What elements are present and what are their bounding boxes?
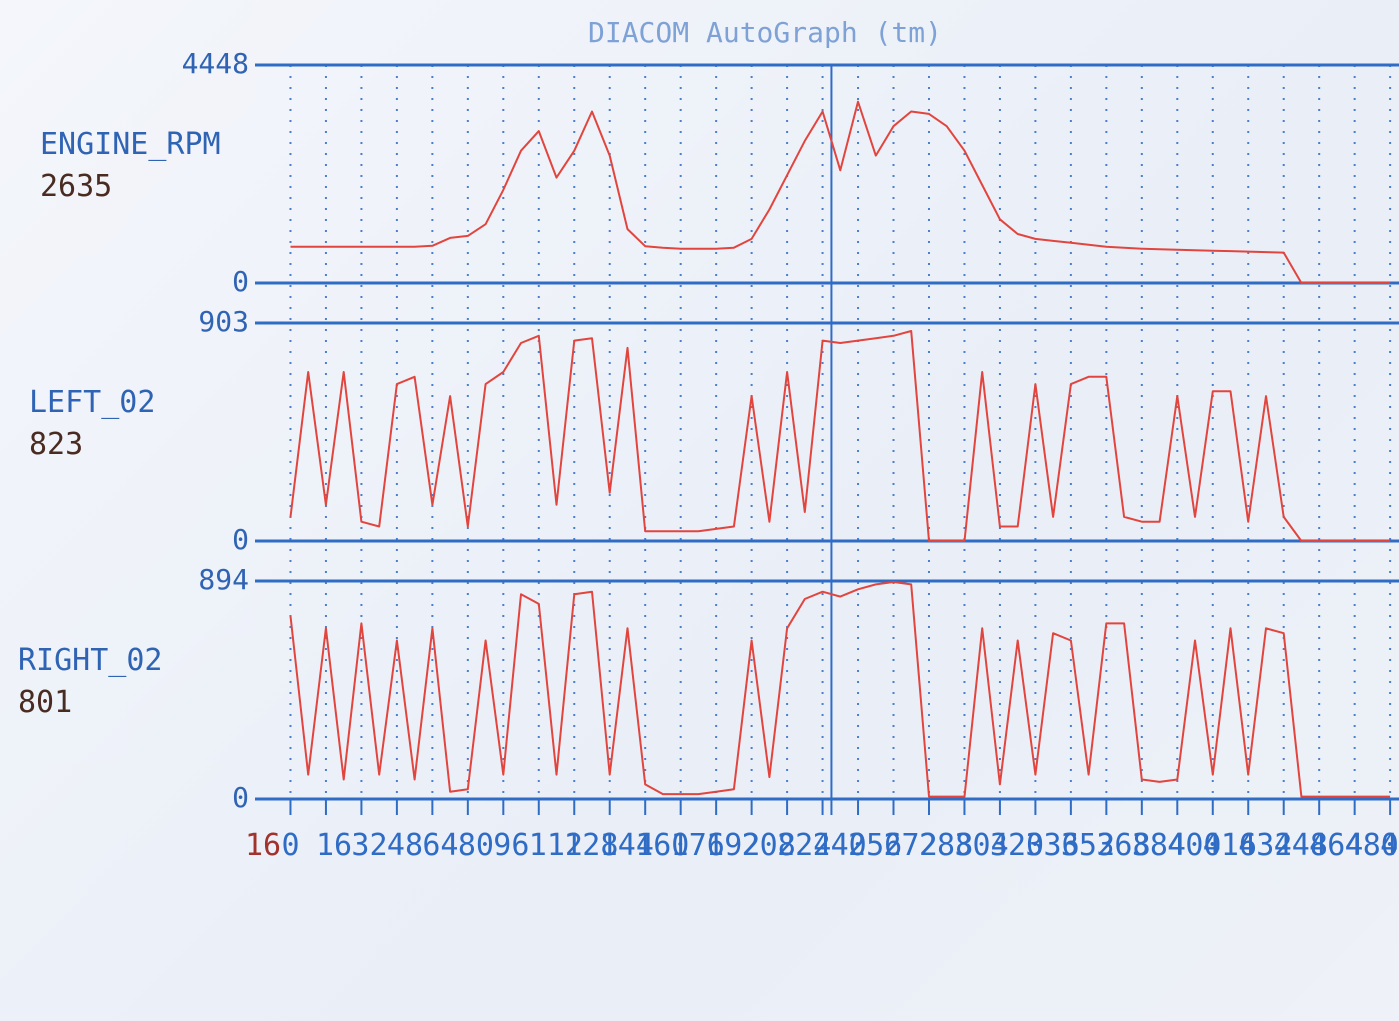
cursor-label: 16 <box>245 827 265 865</box>
x-tick-label: 128 <box>564 827 584 865</box>
chart-title: DIACOM AutoGraph (tm) <box>0 16 1399 49</box>
x-tick-label: 464 <box>1309 827 1329 865</box>
x-tick-label: 240 <box>813 827 833 865</box>
x-tick-label: 416 <box>1203 827 1223 865</box>
y-tick-label: 4448 <box>169 47 249 80</box>
x-tick-label: 48 <box>387 827 407 865</box>
x-tick-label: 400 <box>1167 827 1187 865</box>
x-tick-label: 64 <box>422 827 442 865</box>
y-tick-label: 0 <box>169 265 249 298</box>
screen: DIACOM AutoGraph (tm) 0 16 32 48 64 80 96 112 12… <box>0 0 1399 1021</box>
x-tick-label: 448 <box>1274 827 1294 865</box>
y-tick-label: 0 <box>169 781 249 814</box>
x-tick-label: 288 <box>919 827 939 865</box>
y-tick-label: 0 <box>169 523 249 556</box>
x-tick-label: 496 <box>1380 827 1399 865</box>
x-tick-label: 304 <box>954 827 974 865</box>
x-tick-label: 192 <box>706 827 726 865</box>
x-tick-label: 368 <box>1096 827 1116 865</box>
x-tick-label: 208 <box>742 827 762 865</box>
series-line <box>291 582 1391 797</box>
series-reading: 823 <box>29 427 83 462</box>
series-name: RIGHT_02 <box>18 643 163 678</box>
x-tick-label: 336 <box>1025 827 1045 865</box>
series-name: LEFT_02 <box>29 385 155 420</box>
x-tick-label: 224 <box>777 827 797 865</box>
series-name: ENGINE_RPM <box>40 127 221 162</box>
x-tick-label: 0 <box>280 827 300 865</box>
series-line <box>291 102 1391 283</box>
x-tick-label: 480 <box>1345 827 1365 865</box>
y-tick-label: 903 <box>169 305 249 338</box>
x-tick-label: 144 <box>600 827 620 865</box>
y-tick-label: 894 <box>169 563 249 596</box>
x-tick-label: 176 <box>671 827 691 865</box>
x-tick-label: 320 <box>990 827 1010 865</box>
x-tick-label: 80 <box>458 827 478 865</box>
x-tick-label: 352 <box>1061 827 1081 865</box>
x-tick-label: 256 <box>848 827 868 865</box>
x-tick-label: 96 <box>493 827 513 865</box>
x-tick-label: 272 <box>884 827 904 865</box>
series-reading: 801 <box>18 685 72 720</box>
x-tick-label: 32 <box>351 827 371 865</box>
x-tick-label: 112 <box>529 827 549 865</box>
x-tick-label: 16 <box>316 827 336 865</box>
x-tick-label: 432 <box>1238 827 1258 865</box>
series-reading: 2635 <box>40 169 112 204</box>
series-line <box>291 331 1391 541</box>
x-tick-label: 384 <box>1132 827 1152 865</box>
x-tick-label: 160 <box>635 827 655 865</box>
